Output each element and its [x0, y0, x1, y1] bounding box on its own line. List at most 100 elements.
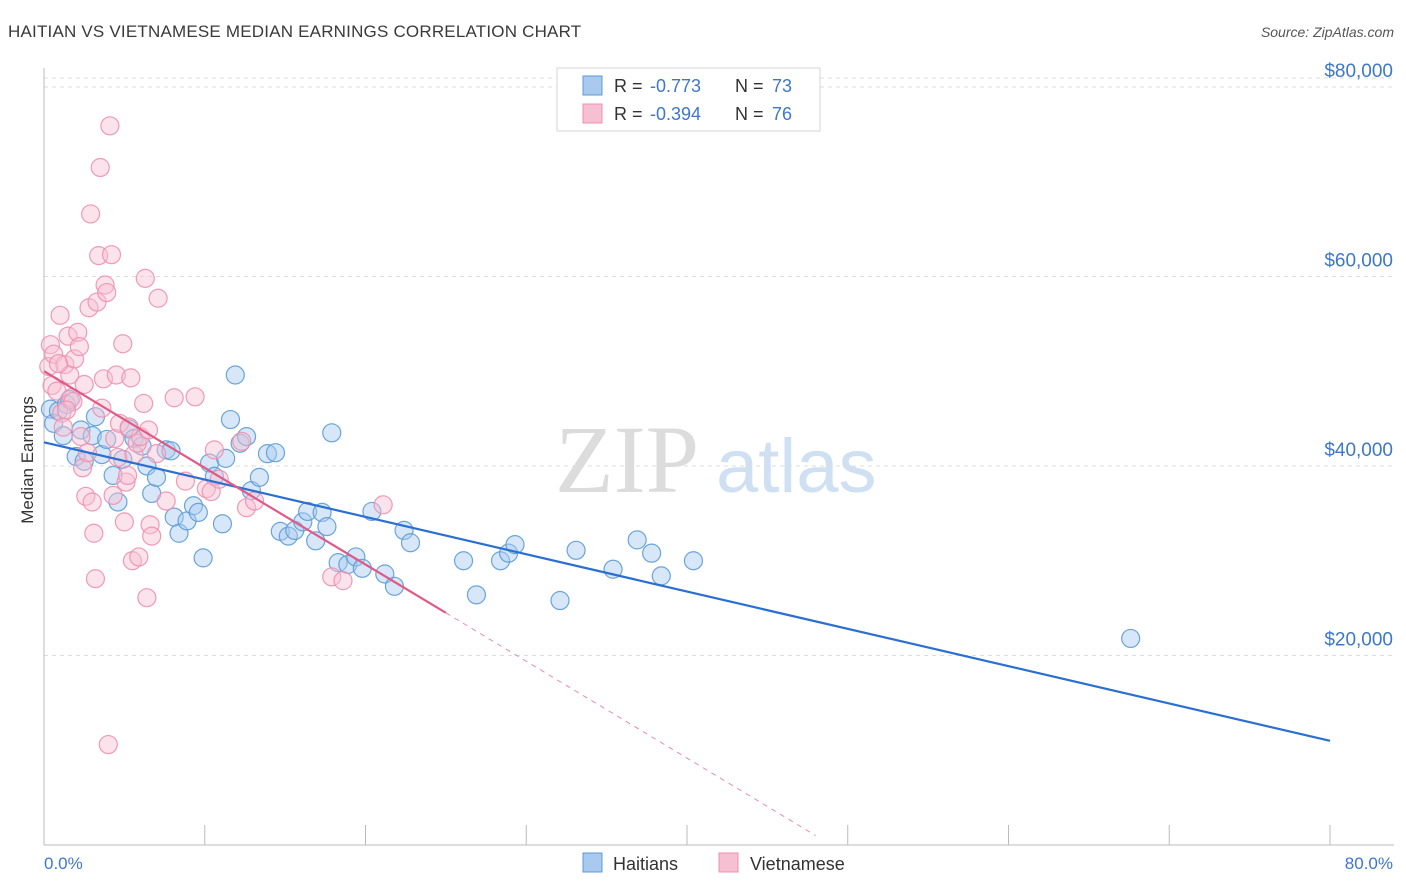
- haitian-point: [466, 585, 487, 605]
- haitian-point: [683, 551, 704, 571]
- vietnamese-point: [148, 288, 168, 308]
- haitian-point: [265, 443, 286, 463]
- vietnamese-point: [164, 388, 184, 408]
- y-tick-label: $40,000: [1324, 440, 1393, 461]
- legend-n-label-haitians: N =: [735, 76, 764, 96]
- source-label: Source: ZipAtlas.com: [1260, 24, 1394, 40]
- haitian-point: [490, 551, 511, 571]
- haitian-point: [453, 551, 474, 571]
- vietnamese-point: [97, 282, 117, 303]
- haitian-point: [188, 502, 208, 523]
- vietnamese-point: [68, 322, 88, 342]
- chart-title: HAITIAN VS VIETNAMESE MEDIAN EARNINGS CO…: [8, 22, 582, 41]
- vietnamese-point: [156, 491, 176, 511]
- vietnamese-point: [135, 268, 155, 288]
- haitians-trend-line: [43, 441, 1331, 742]
- vietnamese-point: [117, 465, 138, 486]
- haitian-point: [249, 467, 270, 487]
- legend-swatch-haitians: [582, 75, 603, 96]
- x-tick-label-max: 80.0%: [1345, 854, 1393, 873]
- vietnamese-trend-line: [43, 370, 447, 614]
- y-axis-label: Median Earnings: [18, 396, 37, 524]
- vietnamese-point: [50, 305, 70, 325]
- haitian-point: [322, 423, 342, 443]
- haitian-point: [642, 543, 662, 563]
- vietnamese-point: [138, 420, 159, 440]
- vietnamese-point: [116, 472, 136, 492]
- haitian-point: [566, 540, 586, 560]
- vietnamese-point: [48, 354, 69, 374]
- vietnamese-point: [121, 368, 141, 388]
- vietnamese-point: [185, 387, 205, 407]
- haitian-point: [161, 441, 181, 461]
- series-legend: Haitians Vietnamese: [582, 852, 845, 874]
- bottom-legend-label-haitians: Haitians: [613, 854, 678, 874]
- haitian-point: [257, 444, 278, 464]
- vietnamese-point: [71, 427, 91, 447]
- vietnamese-point: [134, 393, 154, 414]
- haitian-point: [627, 530, 647, 550]
- watermark-atlas: atlas: [716, 424, 877, 509]
- haitian-point: [651, 566, 671, 586]
- vietnamese-point: [137, 588, 157, 608]
- vietnamese-point: [56, 400, 77, 420]
- haitian-point: [220, 409, 241, 430]
- vietnamese-point: [98, 734, 118, 755]
- legend-r-value-vietnamese: -0.394: [650, 104, 701, 124]
- vietnamese-point: [114, 512, 134, 532]
- vietnamese-point: [142, 526, 162, 546]
- haitian-point: [362, 501, 382, 522]
- vietnamese-point: [100, 116, 120, 136]
- haitian-point: [317, 517, 337, 537]
- x-tick-label-min: 0.0%: [44, 854, 83, 873]
- watermark-zip: ZIP: [555, 406, 699, 513]
- legend-r-value-haitians: -0.773: [650, 76, 701, 96]
- x-ticks: [43, 825, 1331, 845]
- trend-lines: [43, 370, 1331, 836]
- vietnamese-point: [101, 245, 122, 265]
- vietnamese-point: [85, 569, 106, 589]
- legend-n-value-vietnamese: 76: [772, 104, 792, 124]
- haitian-point: [97, 429, 117, 450]
- vietnamese-point: [105, 428, 125, 449]
- vietnamese-point: [53, 417, 73, 437]
- legend-r-label-vietnamese: R =: [614, 104, 643, 124]
- y-tick-label: $60,000: [1324, 250, 1393, 271]
- haitian-point: [1121, 628, 1141, 649]
- legend-r-label-haitians: R =: [614, 76, 643, 96]
- y-tick-labels: $20,000 $40,000 $60,000 $80,000: [1324, 61, 1393, 651]
- bottom-legend-swatch-vietnamese: [718, 852, 739, 873]
- vietnamese-point: [93, 369, 114, 389]
- vietnamese-point: [74, 374, 94, 395]
- haitian-point: [505, 535, 525, 555]
- vietnamese-point: [373, 495, 393, 515]
- haitian-point: [193, 548, 213, 568]
- haitian-point: [212, 514, 233, 534]
- vietnamese-trend-extension: [445, 612, 816, 836]
- correlation-legend: R = -0.773 N = 73 R = -0.394 N = 76: [556, 67, 821, 132]
- y-tick-label: $20,000: [1324, 629, 1393, 650]
- vietnamese-point: [232, 431, 252, 451]
- vietnamese-point: [69, 336, 89, 357]
- legend-n-label-vietnamese: N =: [735, 104, 764, 124]
- vietnamese-point: [113, 334, 133, 354]
- vietnamese-point: [146, 444, 167, 464]
- haitian-point: [328, 553, 348, 573]
- haitian-point: [146, 467, 167, 487]
- vietnamese-point: [90, 157, 110, 178]
- vietnamese-point: [236, 498, 257, 518]
- bottom-legend-label-vietnamese: Vietnamese: [750, 854, 845, 874]
- vietnamese-point: [82, 492, 102, 512]
- vietnamese-points: [39, 116, 393, 755]
- vietnamese-point: [106, 365, 126, 385]
- vietnamese-point: [333, 571, 353, 591]
- legend-swatch-vietnamese: [582, 103, 603, 124]
- vietnamese-point: [204, 440, 224, 460]
- vietnamese-point: [55, 354, 75, 375]
- vietnamese-point: [81, 204, 101, 224]
- legend-n-value-haitians: 73: [772, 76, 792, 96]
- vietnamese-point: [72, 458, 93, 478]
- haitian-point: [550, 590, 570, 611]
- grid-lines: [44, 77, 1394, 656]
